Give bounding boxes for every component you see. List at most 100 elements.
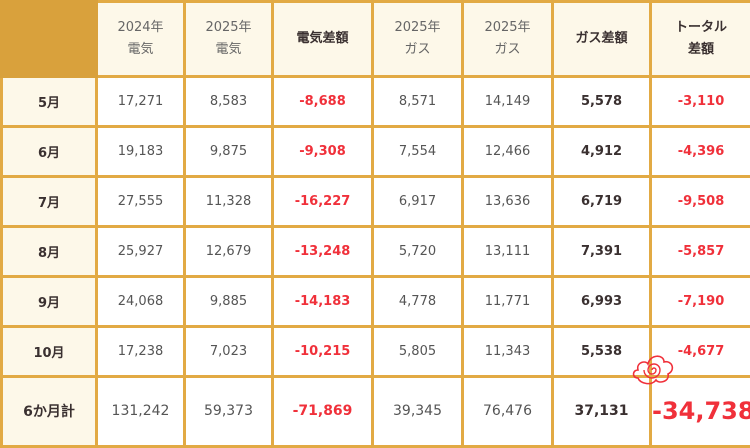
cell-value: -5,857 [677,243,725,259]
table-row: 10月 17,238 7,023 -10,215 5,805 11,343 5,538 -4,… [0,324,750,378]
header-electric-diff: 電気差額 [271,0,374,78]
row-label: 10月 [0,324,98,378]
header-line1: 2025年 [205,20,252,35]
cell-value: 19,183 [117,143,164,159]
header-line1: ガス差額 [575,31,628,46]
cell-value: 17,271 [117,93,164,109]
header-2025-gas-b: 2025年 ガス [461,0,554,78]
cell-g1: 8,571 [371,75,464,128]
cell-g2: 11,343 [461,324,554,378]
cell-e2024: 27,555 [95,174,186,228]
cell-ediff: -10,215 [271,324,374,378]
cell-gdiff: 5,538 [551,324,652,378]
cell-g1: 5,805 [371,324,464,378]
cell-gdiff: 6,993 [551,274,652,328]
row-label: 6か月計 [0,374,98,448]
cell-value: 5,578 [580,93,623,109]
cell-g2: 13,636 [461,174,554,228]
cell-value: 5,538 [580,343,623,359]
header-line1: 2025年 [484,20,531,35]
cell-g1: 6,917 [371,174,464,228]
cell-ediff: -8,688 [271,75,374,128]
cell-e2024: 17,238 [95,324,186,378]
cell-total: -34,738 [632,355,750,448]
cell-ediff: -71,869 [271,374,374,448]
header-total-diff: トータル 差額 [649,0,750,78]
cell-value: 9,885 [209,293,248,309]
cell-e2025: 9,885 [183,274,274,328]
cell-gdiff: 4,912 [551,124,652,178]
row-label: 6月 [0,124,98,178]
cell-value: 37,131 [574,403,629,420]
cell-value: 25,927 [117,243,164,259]
row-label: 8月 [0,224,98,278]
cell-ediff: -16,227 [271,174,374,228]
cell-value: 7,023 [209,343,248,359]
row-label: 7月 [0,174,98,228]
cell-value: 7,391 [580,243,623,259]
cell-value: 39,345 [393,403,442,420]
row-label: 5月 [0,75,98,128]
table-row: 9月 24,068 9,885 -14,183 4,778 11,771 6,993 -7,1… [0,274,750,328]
cell-ediff: -14,183 [271,274,374,328]
cell-value: 6,719 [580,193,623,209]
cell-value: 14,149 [484,93,531,109]
cell-e2025: 12,679 [183,224,274,278]
table-row: 8月 25,927 12,679 -13,248 5,720 13,111 7,391 -5,… [0,224,750,278]
cell-value: 131,242 [111,403,170,420]
cell-e2024: 19,183 [95,124,186,178]
cell-value: -7,190 [677,293,725,309]
cell-g1: 7,554 [371,124,464,178]
cell-value: 12,679 [205,243,252,259]
cell-value: 11,771 [484,293,531,309]
cell-value: 7,554 [398,143,437,159]
cell-total: -7,190 [649,274,750,328]
cell-value: -16,227 [294,193,351,209]
table-row: 5月 17,271 8,583 -8,688 8,571 14,149 5,578 -3,11… [0,75,750,128]
cell-value: 6,917 [398,193,437,209]
cell-value: -34,738 [652,397,750,426]
cell-total: -5,857 [649,224,750,278]
header-line1: トータル [674,20,727,35]
cell-e2024: 25,927 [95,224,186,278]
table-row: 7月 27,555 11,328 -16,227 6,917 13,636 6,719 -9,… [0,174,750,228]
cell-value: 24,068 [117,293,164,309]
cell-value: 5,720 [398,243,437,259]
cell-g2: 13,111 [461,224,554,278]
cell-value: 11,328 [205,193,252,209]
header-2025-gas-a: 2025年 ガス [371,0,464,78]
cell-g1: 4,778 [371,274,464,328]
cell-e2024: 131,242 [95,374,186,448]
cell-value: -9,308 [299,143,346,159]
cell-value: -13,248 [294,243,351,259]
cell-total: -3,110 [649,75,750,128]
header-line2: 電気 [127,42,154,57]
cell-value: 59,373 [204,403,253,420]
cell-g1: 5,720 [371,224,464,278]
cell-value: -8,688 [299,93,346,109]
cell-g2: 76,476 [461,374,554,448]
cell-value: 27,555 [117,193,164,209]
table-row: 6月 19,183 9,875 -9,308 7,554 12,466 4,912 -4,39… [0,124,750,178]
cell-gdiff: 7,391 [551,224,652,278]
cell-value: -14,183 [294,293,351,309]
header-line2: 差額 [687,42,714,57]
cell-value: 13,636 [484,193,531,209]
cell-e2025: 11,328 [183,174,274,228]
cell-e2024: 17,271 [95,75,186,128]
header-line1: 電気差額 [296,31,349,46]
header-2025-electric: 2025年 電気 [183,0,274,78]
total-row: 6か月計 131,242 59,373 -71,869 39,345 76,476 37,1… [0,355,750,448]
cell-e2025: 8,583 [183,75,274,128]
corner-cell [0,0,98,78]
header-row: 2024年 電気 2025年 電気 電気差額 2025年 ガス 2025年 ガス ガス差… [0,0,750,78]
cell-total: -4,396 [649,124,750,178]
cell-value: 8,583 [209,93,248,109]
cell-value: -10,215 [294,343,351,359]
cell-g2: 12,466 [461,124,554,178]
header-gas-diff: ガス差額 [551,0,652,78]
cell-gdiff: 37,131 [551,374,652,448]
swirl-cloud-icon [632,355,674,385]
row-label: 9月 [0,274,98,328]
cell-e2025: 9,875 [183,124,274,178]
